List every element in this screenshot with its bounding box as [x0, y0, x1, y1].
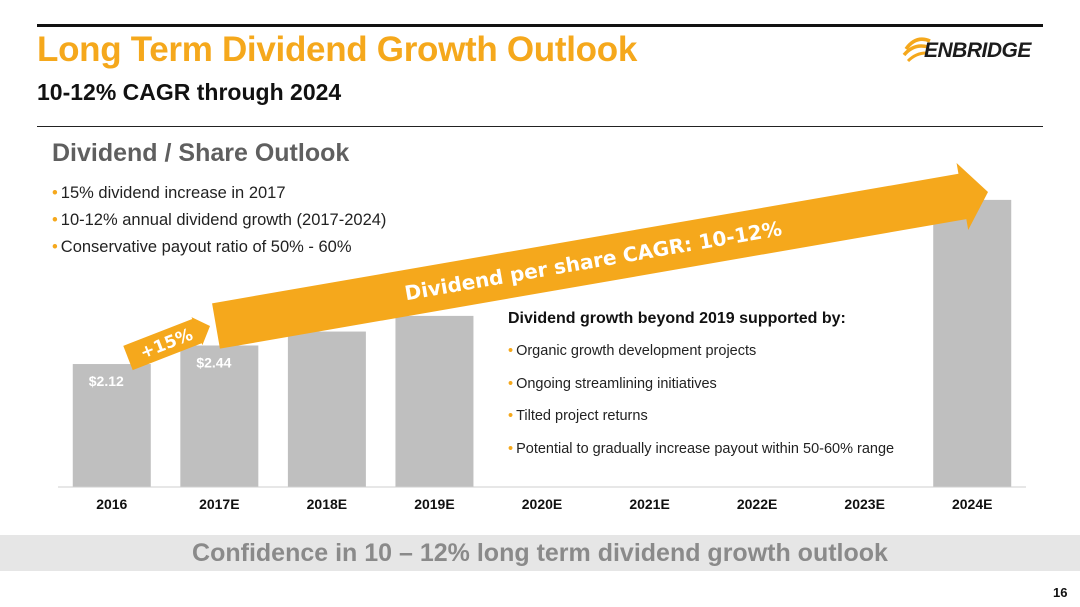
chart-bar [180, 345, 259, 487]
page-subtitle: 10-12% CAGR through 2024 [37, 79, 342, 105]
bullet-dot-icon: • [52, 184, 58, 202]
x-tick-label: 2018E [307, 496, 347, 512]
x-tick-label: 2022E [737, 496, 777, 512]
support-item: • Potential to gradually increase payout … [508, 440, 938, 473]
x-tick-label: 2020E [522, 496, 562, 512]
bullet-item: • 15% dividend increase in 2017 [52, 182, 386, 209]
cagr-arrow-shape [212, 162, 988, 349]
support-item-text: Ongoing streamlining initiatives [516, 375, 717, 392]
logo-wordmark: ENBRIDGE [924, 39, 1031, 62]
bullet-dot-icon: • [52, 211, 58, 229]
chart-bar [72, 364, 151, 487]
chart-bar [933, 199, 1012, 487]
growth-arrow-15pct-shape [123, 317, 210, 371]
enbridge-logo-mark-icon [902, 37, 931, 63]
support-item: • Tilted project returns [508, 407, 938, 440]
section-heading: Dividend / Share Outlook [52, 139, 350, 167]
top-rule [37, 24, 1043, 27]
bullet-text: 10-12% annual dividend growth (2017-2024… [60, 211, 387, 229]
support-item-text: Organic growth development projects [516, 343, 757, 359]
chart-bar [287, 331, 366, 487]
bullet-text: Conservative payout ratio of 50% - 60% [60, 238, 352, 256]
x-tick-label: 2019E [414, 496, 454, 512]
support-box: Dividend growth beyond 2019 supported by… [508, 310, 938, 472]
bullet-dot-icon: • [508, 440, 514, 457]
bullet-text: 15% dividend increase in 2017 [60, 184, 286, 202]
bullet-dot-icon: • [52, 238, 58, 256]
bullet-dot-icon: • [508, 375, 514, 392]
bullet-dot-icon: • [508, 343, 514, 359]
header-divider [37, 126, 1043, 127]
footer-banner: Confidence in 10 – 12% long term dividen… [0, 535, 1080, 571]
support-item: • Organic growth development projects [508, 342, 938, 375]
enbridge-logo: ENBRIDGE [902, 33, 1042, 67]
support-item-text: Tilted project returns [516, 408, 648, 424]
support-heading: Dividend growth beyond 2019 supported by… [508, 310, 846, 327]
x-tick-label: 2016 [96, 496, 127, 512]
outlook-bullet-list: • 15% dividend increase in 2017 • 10-12% a… [52, 182, 386, 263]
page-number: 16 [1053, 585, 1068, 600]
page-title: Long Term Dividend Growth Outlook [37, 30, 637, 69]
chart-data-label: $2.12 [89, 373, 124, 389]
x-tick-label: 2021E [629, 496, 669, 512]
footer-text: Confidence in 10 – 12% long term dividen… [192, 539, 888, 567]
bullet-item: • Conservative payout ratio of 50% - 60% [52, 236, 386, 263]
x-tick-label: 2023E [844, 496, 884, 512]
support-item-text: Potential to gradually increase payout w… [516, 440, 895, 457]
chart-bar [395, 315, 474, 487]
support-list: • Organic growth development projects • On… [508, 342, 938, 472]
chart-data-label: $2.44 [196, 354, 231, 370]
bullet-item: • 10-12% annual dividend growth (2017-202… [52, 209, 386, 236]
bullet-dot-icon: • [508, 408, 514, 424]
x-tick-label: 2017E [199, 496, 239, 512]
x-tick-label: 2024E [952, 496, 992, 512]
support-item: • Ongoing streamlining initiatives [508, 375, 938, 408]
